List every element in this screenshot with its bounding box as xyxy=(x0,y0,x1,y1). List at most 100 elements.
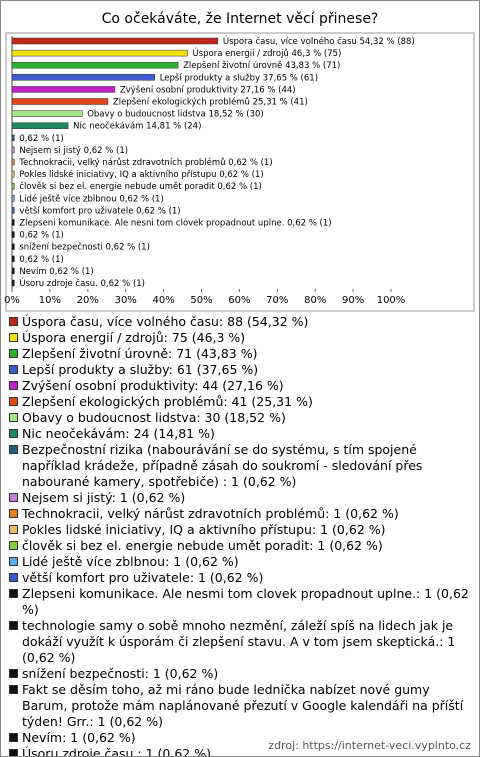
legend-label: Obavy o budoucnost lidstva: 30 (18,52 %) xyxy=(22,410,286,425)
legend-item: Úspora energií / zdrojů: 75 (46,3 %) xyxy=(9,330,471,346)
bar xyxy=(11,98,109,105)
bar xyxy=(11,49,188,57)
legend-item: Technokracii, velký nárůst zdravotních p… xyxy=(9,506,471,522)
legend-label: Zvýšení osobní produktivity: 44 (27,16 %… xyxy=(22,378,284,393)
bar-label: Zlepšení ekologických problémů 25,31 % (… xyxy=(113,97,308,108)
legend-item: Lepší produkty a služby: 61 (37,65 %) xyxy=(9,362,471,378)
legend-item: větší komfort pro uživatele: 1 (0,62 %) xyxy=(9,570,471,586)
legend-label: Zlepšení ekologických problémů: 41 (25,3… xyxy=(22,394,313,409)
bar-label: Úspora času, více volného času 54,32 % (… xyxy=(223,35,415,47)
legend-swatch xyxy=(9,557,18,566)
x-tick-label: 20% xyxy=(77,295,99,306)
legend-swatch xyxy=(9,685,18,694)
bar-label: větší komfort pro uživatele 0,62 % (1) xyxy=(19,205,180,216)
legend-item: Nevím: 1 (0,62 %) xyxy=(9,730,471,746)
bar xyxy=(11,279,15,287)
legend-swatch xyxy=(9,493,18,502)
bar xyxy=(11,134,15,142)
bar-label: Zlepšení životní úrovně 43,83 % (71) xyxy=(183,60,340,71)
legend-swatch xyxy=(9,749,18,756)
legend-swatch xyxy=(9,541,18,550)
legend-label: Zlepšení životní úrovně: 71 (43,83 %) xyxy=(22,346,258,361)
legend-item: Úsoru zdroje času.: 1 (0,62 %) xyxy=(9,746,471,757)
bar-label: 0,62 % (1) xyxy=(19,255,63,265)
legend-item: Zlepšení ekologických problémů: 41 (25,3… xyxy=(9,394,471,410)
legend-item: Úspora času, více volného času: 88 (54,3… xyxy=(9,314,471,330)
legend-label: Úsoru zdroje času.: 1 (0,62 %) xyxy=(22,746,211,757)
x-tick-label: 70% xyxy=(266,295,288,306)
legend-item: Zvýšení osobní produktivity: 44 (27,16 %… xyxy=(9,378,471,394)
legend-swatch xyxy=(9,445,18,454)
chart-title: Co očekáváte, že Internet věcí přinese? xyxy=(102,11,379,27)
x-tick-label: 40% xyxy=(152,295,174,306)
source: zdroj: https://internet-veci.vyplnto.cz xyxy=(268,739,471,752)
x-tick-label: 30% xyxy=(115,295,137,306)
legend: Úspora času, více volného času: 88 (54,3… xyxy=(9,314,471,757)
plot-frame xyxy=(5,32,475,312)
legend-swatch xyxy=(9,365,18,374)
legend-item: Pokles lidské iniciativy, IQ a aktivního… xyxy=(9,522,471,538)
legend-label: technologie samy o sobě mnoho nezmění, z… xyxy=(22,618,456,665)
legend-label: Lidé ještě více zblbnou: 1 (0,62 %) xyxy=(22,554,239,569)
bar xyxy=(11,243,15,250)
legend-item: snížení bezpečnosti: 1 (0,62 %) xyxy=(9,666,471,682)
bar xyxy=(11,219,15,226)
legend-item: Fakt se děsím toho, až mi ráno bude ledn… xyxy=(9,682,471,730)
bar-label: 0,62 % (1) xyxy=(19,231,63,241)
legend-swatch xyxy=(9,573,18,582)
x-tick-label: 0% xyxy=(4,295,20,306)
legend-label: snížení bezpečnosti: 1 (0,62 %) xyxy=(22,666,219,681)
x-tick-label: 10% xyxy=(39,295,61,306)
legend-item: Nejsem si jistý: 1 (0,62 %) xyxy=(9,490,471,506)
x-tick-label: 60% xyxy=(228,295,250,306)
legend-item: technologie samy o sobě mnoho nezmění, z… xyxy=(9,618,471,666)
legend-label: Nevím: 1 (0,62 %) xyxy=(22,730,136,745)
bar-label: Úsoru zdroje času. 0,62 % (1) xyxy=(19,277,145,289)
legend-item: Nic neočekávám: 24 (14,81 %) xyxy=(9,426,471,442)
bar-label: Nic neočekávám 14,81 % (24) xyxy=(73,121,201,132)
legend-label: Bezpečnostní rizika (nabourávání se do s… xyxy=(22,442,423,489)
legend-swatch xyxy=(9,381,18,390)
legend-swatch xyxy=(9,525,18,534)
legend-item: Zlepšení životní úrovně: 71 (43,83 %) xyxy=(9,346,471,362)
legend-swatch xyxy=(9,669,18,678)
bar xyxy=(11,170,15,178)
legend-swatch xyxy=(9,413,18,422)
bar-label: Pokles lidské iniciativy, IQ a aktivního… xyxy=(19,169,263,180)
legend-swatch xyxy=(9,317,18,326)
bar xyxy=(11,110,83,117)
legend-label: Nic neočekávám: 24 (14,81 %) xyxy=(22,426,215,441)
x-tick-label: 90% xyxy=(342,295,364,306)
legend-swatch xyxy=(9,621,18,630)
legend-item: Bezpečnostní rizika (nabourávání se do s… xyxy=(9,442,471,490)
legend-item: Zlepseni komunikace. Ale nesmi tom clove… xyxy=(9,586,471,618)
bar xyxy=(11,61,179,69)
legend-item: Obavy o budoucnost lidstva: 30 (18,52 %) xyxy=(9,410,471,426)
bar-label: Zlepseni komunikace. Ale nesni tom clove… xyxy=(19,219,331,229)
bar-label: Technokracii, velký nárůst zdravotních p… xyxy=(18,157,272,168)
legend-swatch xyxy=(9,349,18,358)
bar-label: Nejsem si jistý 0,62 % (1) xyxy=(19,146,128,156)
legend-label: Nejsem si jistý: 1 (0,62 %) xyxy=(22,490,186,505)
legend-swatch xyxy=(9,333,18,342)
bar-label: Úspora energií / zdrojů 46,3 % (75) xyxy=(192,47,341,59)
bar-label: snížení bezpečnosti 0,62 % (1) xyxy=(19,242,150,253)
bar xyxy=(11,231,15,238)
legend-swatch xyxy=(9,509,18,518)
bar xyxy=(11,255,15,263)
bar-label: člověk si bez el. energie nebude umět po… xyxy=(19,181,261,192)
bar-label: Zvýšení osobní produktivity 27,16 % (44) xyxy=(120,84,296,95)
legend-swatch xyxy=(9,429,18,438)
bar xyxy=(11,122,69,129)
bar-label: 0,62 % (1) xyxy=(19,134,63,144)
legend-label: Fakt se děsím toho, až mi ráno bude ledn… xyxy=(22,682,464,729)
bar-label: Lepší produkty a služby 37,65 % (61) xyxy=(160,72,318,83)
x-tick-label: 80% xyxy=(304,295,326,306)
bar xyxy=(11,207,15,214)
bar xyxy=(11,158,15,166)
legend-label: Pokles lidské iniciativy, IQ a aktivního… xyxy=(22,522,386,537)
legend-item: člověk si bez el. energie nebude umět po… xyxy=(9,538,471,554)
legend-label: Lepší produkty a služby: 61 (37,65 %) xyxy=(22,362,259,377)
bar xyxy=(11,37,219,45)
